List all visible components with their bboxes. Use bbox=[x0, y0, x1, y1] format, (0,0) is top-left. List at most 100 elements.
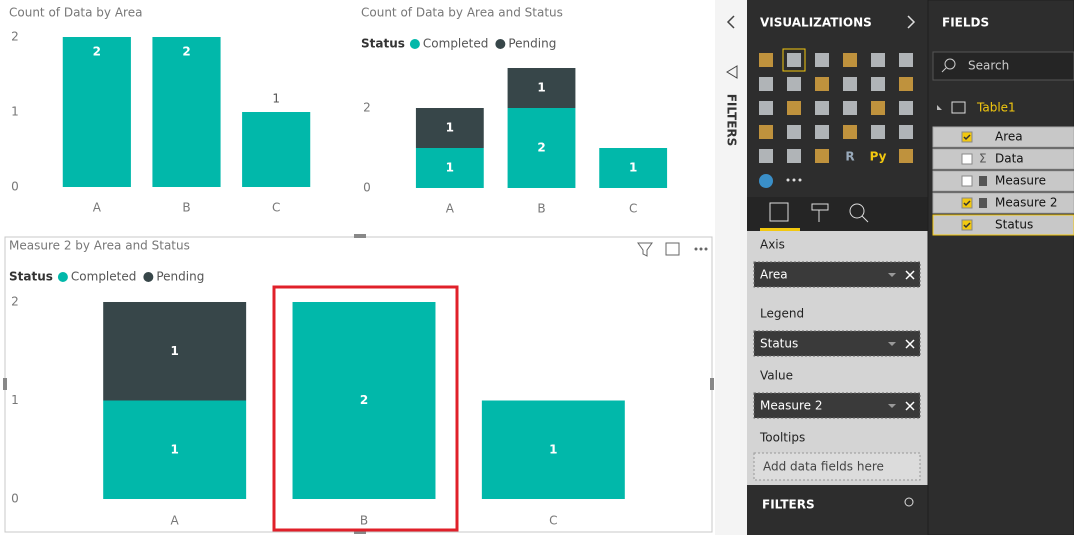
data-label: 1 bbox=[537, 81, 545, 95]
expand-chevron[interactable] bbox=[907, 15, 916, 29]
more-dot[interactable] bbox=[798, 178, 802, 182]
legend-swatch bbox=[495, 39, 506, 49]
remove[interactable] bbox=[905, 339, 915, 349]
viz-icon[interactable] bbox=[815, 125, 829, 139]
viz-icon[interactable] bbox=[871, 77, 885, 91]
y-tick-label: 1 bbox=[11, 105, 19, 119]
filter-icon[interactable] bbox=[637, 242, 653, 257]
tabs bbox=[747, 197, 928, 231]
viz-icon[interactable] bbox=[787, 101, 801, 115]
tab-icons bbox=[769, 202, 869, 223]
checkbox[interactable] bbox=[961, 153, 973, 165]
viz-icon[interactable] bbox=[899, 125, 913, 139]
more-dot[interactable] bbox=[792, 178, 796, 182]
collapse-chevron[interactable] bbox=[726, 15, 735, 29]
viz-icon[interactable] bbox=[787, 53, 801, 67]
field-name: Area bbox=[760, 268, 788, 282]
field-name: Status bbox=[760, 337, 798, 351]
viz-icon[interactable] bbox=[815, 53, 829, 67]
viz-icon[interactable] bbox=[815, 149, 829, 163]
field-name: Area bbox=[995, 130, 1023, 144]
remove[interactable] bbox=[905, 401, 915, 411]
viz-selected bbox=[782, 48, 806, 72]
pane-title: FIELDS bbox=[942, 16, 989, 30]
viz-icon[interactable] bbox=[759, 149, 773, 163]
checkbox[interactable] bbox=[961, 175, 973, 187]
field-icon bbox=[979, 198, 987, 208]
viz-icon[interactable] bbox=[899, 53, 913, 67]
viz-icon[interactable] bbox=[759, 174, 773, 188]
filters-section bbox=[747, 485, 928, 535]
remove[interactable] bbox=[905, 270, 915, 280]
handle bbox=[354, 234, 366, 238]
search-placeholder[interactable]: Search bbox=[968, 59, 1009, 73]
data-label: 2 bbox=[93, 45, 101, 59]
viz-icon[interactable] bbox=[843, 101, 857, 115]
viz-icon[interactable] bbox=[815, 101, 829, 115]
bar-segment bbox=[292, 302, 436, 499]
more-icon[interactable] bbox=[699, 247, 703, 251]
x-tick-label: B bbox=[537, 202, 545, 216]
fields-tab[interactable] bbox=[769, 202, 789, 222]
viz-icon[interactable] bbox=[899, 77, 913, 91]
viz-icon[interactable] bbox=[843, 125, 857, 139]
well-label: Axis bbox=[760, 238, 785, 252]
well-field[interactable] bbox=[753, 261, 921, 288]
viz-icon[interactable] bbox=[759, 125, 773, 139]
well-field[interactable] bbox=[753, 392, 921, 419]
search-box[interactable] bbox=[932, 51, 1074, 81]
bar-segment bbox=[415, 108, 484, 148]
x-tick-label: B bbox=[182, 201, 190, 215]
dropdown[interactable] bbox=[888, 342, 896, 346]
bar bbox=[242, 112, 311, 187]
well-placeholder: Add data fields here bbox=[763, 460, 884, 474]
field-name: Data bbox=[995, 152, 1024, 166]
format-tab[interactable] bbox=[811, 203, 829, 222]
viz-icon[interactable] bbox=[843, 77, 857, 91]
viz-icon[interactable]: Py bbox=[870, 150, 887, 164]
viz-icon[interactable] bbox=[759, 53, 773, 67]
viz-icon[interactable] bbox=[787, 125, 801, 139]
data-label: 1 bbox=[170, 344, 178, 358]
visibility-icon[interactable] bbox=[904, 497, 914, 507]
field-list: Area Σ Data Measure Measure 2 Status bbox=[932, 126, 1074, 236]
more-icon[interactable] bbox=[694, 247, 698, 251]
more-dot[interactable] bbox=[786, 178, 790, 182]
viz-icon[interactable] bbox=[787, 77, 801, 91]
viz-icon[interactable] bbox=[759, 77, 773, 91]
dropdown[interactable] bbox=[888, 404, 896, 408]
handle bbox=[354, 530, 366, 534]
check-mark bbox=[963, 134, 971, 141]
viz-icon[interactable] bbox=[871, 101, 885, 115]
viz-icon[interactable] bbox=[815, 77, 829, 91]
bar-segment bbox=[507, 68, 576, 108]
viz-icon[interactable] bbox=[899, 101, 913, 115]
y-tick-label: 2 bbox=[11, 30, 19, 44]
analytics-tab[interactable] bbox=[861, 215, 869, 223]
viz-icon[interactable] bbox=[871, 53, 885, 67]
analytics-tab[interactable] bbox=[849, 203, 865, 219]
focus-icon[interactable] bbox=[665, 242, 680, 256]
bar bbox=[62, 37, 131, 187]
viz-icon[interactable]: R bbox=[845, 150, 854, 164]
viz-icon[interactable] bbox=[871, 125, 885, 139]
field-name: Measure 2 bbox=[995, 196, 1057, 210]
filters-strip-label[interactable]: FILTERS bbox=[725, 94, 739, 147]
data-label: 1 bbox=[549, 442, 557, 456]
dropdown[interactable] bbox=[888, 273, 896, 277]
viz-icons: R Py bbox=[759, 48, 913, 188]
expand-arrow[interactable] bbox=[937, 105, 942, 110]
viz-icon[interactable] bbox=[899, 149, 913, 163]
data-label: 2 bbox=[182, 45, 190, 59]
wells: Axis Area Legend Status Value Measure 2 Toolti… bbox=[753, 238, 921, 481]
viz-icon[interactable] bbox=[787, 149, 801, 163]
table-name[interactable]: Table1 bbox=[976, 101, 1016, 115]
more-icon[interactable] bbox=[704, 247, 708, 251]
well-drop[interactable] bbox=[753, 452, 921, 481]
y-tick-label: 2 bbox=[363, 101, 371, 115]
check-mark bbox=[963, 200, 971, 207]
viz-icon[interactable] bbox=[843, 53, 857, 67]
fields-pane bbox=[927, 0, 1074, 535]
viz-icon[interactable] bbox=[759, 101, 773, 115]
